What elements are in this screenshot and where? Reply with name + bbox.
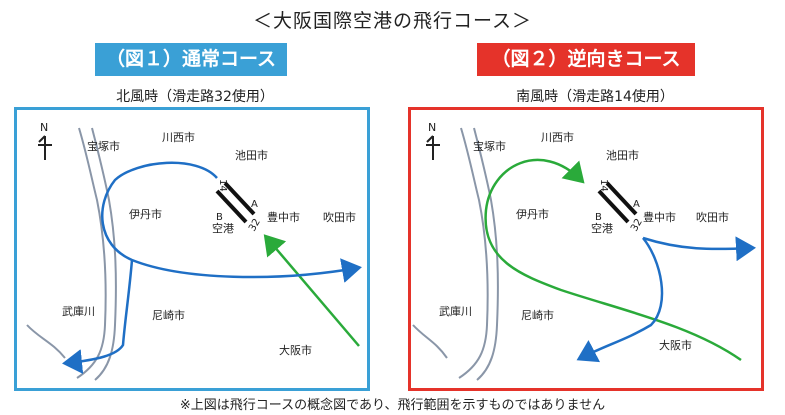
label-runway-a: A: [633, 199, 640, 210]
north-label: N: [40, 121, 48, 134]
label-kawanishi: 川西市: [541, 130, 574, 144]
blue-departure-route-east: [101, 161, 362, 283]
runway-a: [605, 181, 638, 216]
runway-b: [597, 189, 630, 224]
runway-b: [215, 189, 248, 224]
label-airport: 空港: [212, 221, 234, 235]
figure2-subtitle: 南風時（滑走路14使用）: [516, 89, 674, 105]
green-approach-route: [263, 234, 360, 347]
label-amagasaki: 尼崎市: [521, 308, 554, 322]
label-takarazuka: 宝塚市: [87, 139, 120, 153]
mukogawa-river-bank: [473, 127, 499, 381]
label-suita: 吹田市: [323, 210, 356, 224]
label-itami: 伊丹市: [516, 207, 549, 221]
tributary: [412, 324, 448, 359]
label-runway-b: B: [595, 212, 602, 223]
tributary: [26, 324, 66, 359]
label-takarazuka: 宝塚市: [473, 139, 506, 153]
mukogawa-river: [458, 127, 489, 379]
label-amagasaki: 尼崎市: [152, 308, 185, 322]
figure1-subtitle: 北風時（滑走路32使用）: [116, 89, 274, 105]
page-title: ＜大阪国際空港の飛行コース＞: [252, 10, 533, 32]
reverse-course-map: N 宝塚市 川西市 池田市 伊丹市 豊中市 吹田市 武庫川 尼崎市 大阪市 空港…: [408, 107, 764, 391]
normal-course-svg: N 宝塚市 川西市 池田市 伊丹市 豊中市 吹田市 武庫川 尼崎市 大阪市 空港…: [26, 121, 362, 381]
blue-departure-route-south: [576, 237, 664, 363]
label-kawanishi: 川西市: [162, 130, 195, 144]
label-runway-14: 14: [598, 179, 609, 192]
blue-departure-route-south: [62, 259, 134, 374]
mukogawa-river: [76, 127, 107, 379]
label-toyonaka: 豊中市: [643, 210, 676, 224]
figure2-badge: （図２）逆向きコース: [477, 43, 695, 76]
mukogawa-river-bank: [91, 127, 117, 381]
label-runway-a: A: [251, 199, 258, 210]
normal-course-map: N 宝塚市 川西市 池田市 伊丹市 豊中市 吹田市 武庫川 尼崎市 大阪市 空港…: [14, 107, 370, 391]
green-approach-route: [484, 158, 742, 362]
label-mukogawa: 武庫川: [439, 304, 472, 318]
reverse-course-svg: N 宝塚市 川西市 池田市 伊丹市 豊中市 吹田市 武庫川 尼崎市 大阪市 空港…: [412, 121, 756, 381]
label-suita: 吹田市: [696, 210, 729, 224]
label-runway-32: 32: [247, 217, 263, 234]
figure1-badge: （図１）通常コース: [95, 43, 287, 76]
label-ikeda: 池田市: [606, 148, 639, 162]
label-runway-14: 14: [217, 179, 228, 192]
runway-a: [223, 181, 256, 216]
north-arrow-icon: [38, 135, 52, 160]
label-osaka: 大阪市: [659, 338, 692, 352]
label-mukogawa: 武庫川: [62, 304, 95, 318]
north-arrow-icon: [426, 135, 440, 160]
north-label: N: [428, 121, 436, 134]
label-ikeda: 池田市: [235, 148, 268, 162]
label-toyonaka: 豊中市: [267, 210, 300, 224]
disclaimer-note: ※上図は飛行コースの概念図であり、飛行範囲を示すものではありません: [179, 398, 606, 413]
label-itami: 伊丹市: [129, 207, 162, 221]
label-runway-b: B: [216, 212, 223, 223]
label-airport: 空港: [591, 221, 613, 235]
blue-departure-route-east: [642, 236, 756, 262]
label-osaka: 大阪市: [279, 343, 312, 357]
